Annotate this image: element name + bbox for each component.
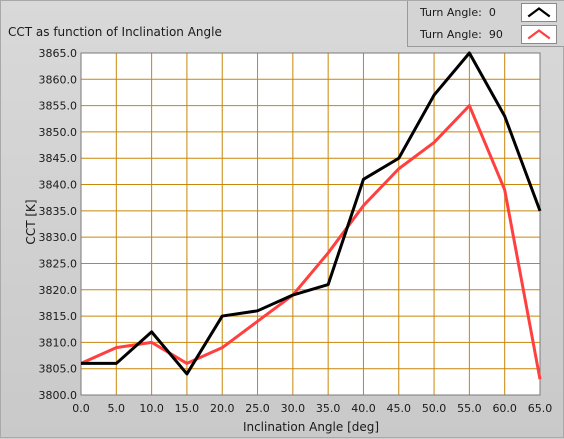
- y-axis-label: CCT [K]: [24, 199, 38, 244]
- x-axis-label: Inclination Angle [deg]: [243, 420, 379, 434]
- x-axis: 0.0 5.0 10.0 15.0 20.0 25.0 30.0 35.0 40.0 45.0 50…: [72, 402, 552, 415]
- x-tick-label: 15.0: [175, 402, 200, 415]
- y-tick-label: 3800.0: [39, 389, 78, 402]
- series-lines: [80, 51, 542, 380]
- y-tick-label: 3860.0: [39, 73, 78, 86]
- legend-swatch-series-1: [521, 25, 557, 44]
- y-tick-label: 3840.0: [39, 179, 78, 192]
- series-line-1: [80, 104, 542, 380]
- chart-title: CCT as function of Inclination Angle: [8, 25, 222, 39]
- x-tick-label: 10.0: [139, 402, 164, 415]
- y-tick-label: 3815.0: [39, 310, 78, 323]
- legend: Turn Angle: 0 Turn Angle: 90: [407, 1, 564, 47]
- x-tick-label: 40.0: [351, 402, 376, 415]
- y-tick-label: 3805.0: [39, 363, 78, 376]
- y-axis: 3800.0 3805.0 3810.0 3815.0 3820.0 3825.0 3830…: [39, 47, 78, 402]
- y-tick-label: 3825.0: [39, 257, 78, 270]
- legend-label-series-0: Turn Angle: 0: [420, 6, 496, 19]
- x-tick-label: 60.0: [492, 402, 517, 415]
- legend-item-series-0: Turn Angle: 0: [408, 2, 564, 24]
- y-tick-label: 3855.0: [39, 100, 78, 113]
- x-tick-label: 5.0: [108, 402, 126, 415]
- x-tick-label: 50.0: [422, 402, 447, 415]
- y-tick-label: 3865.0: [39, 47, 78, 60]
- y-tick-label: 3845.0: [39, 152, 78, 165]
- legend-swatch-series-0: [521, 3, 557, 22]
- x-tick-label: 35.0: [316, 402, 341, 415]
- legend-label-series-1: Turn Angle: 90: [420, 28, 503, 41]
- x-tick-label: 65.0: [528, 402, 553, 415]
- x-tick-label: 30.0: [281, 402, 306, 415]
- y-tick-label: 3850.0: [39, 126, 78, 139]
- x-tick-label: 55.0: [457, 402, 482, 415]
- y-tick-label: 3835.0: [39, 205, 78, 218]
- x-tick-label: 0.0: [72, 402, 90, 415]
- y-tick-label: 3830.0: [39, 231, 78, 244]
- x-tick-label: 25.0: [245, 402, 270, 415]
- y-tick-label: 3820.0: [39, 284, 78, 297]
- y-tick-label: 3810.0: [39, 336, 78, 349]
- plot-frame: [80, 52, 541, 396]
- x-tick-label: 20.0: [210, 402, 235, 415]
- series-line-0: [81, 51, 542, 376]
- legend-item-series-1: Turn Angle: 90: [408, 24, 564, 46]
- x-tick-label: 45.0: [387, 402, 412, 415]
